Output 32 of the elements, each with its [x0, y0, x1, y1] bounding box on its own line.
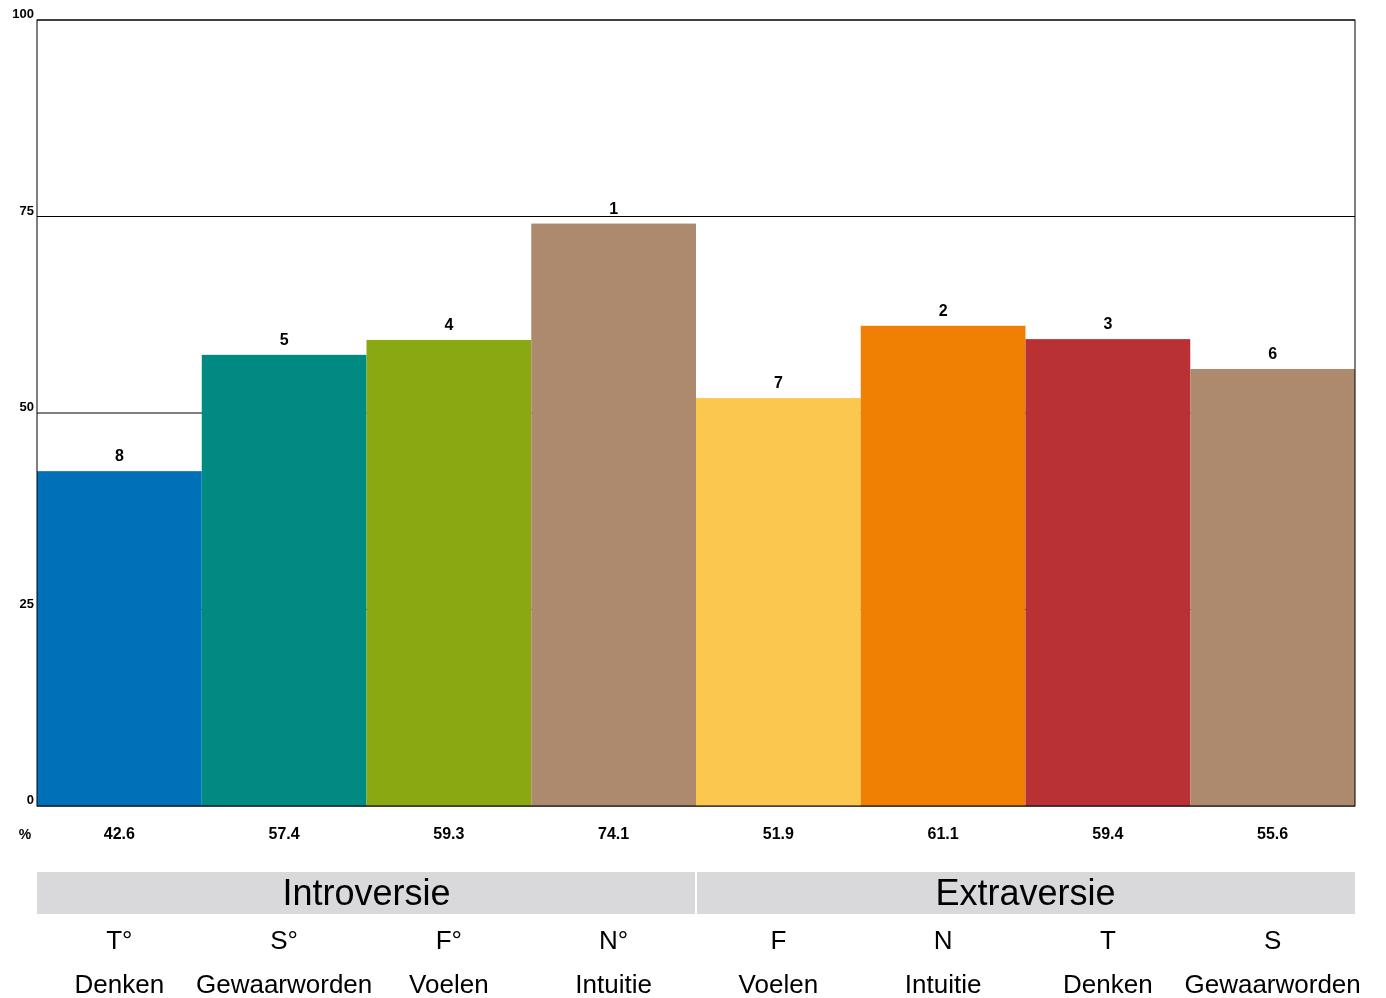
x-tick-label: N Intuitie [904, 925, 982, 998]
annotation: 3 [1103, 315, 1113, 333]
y-tick-label: 100 [12, 6, 34, 21]
text: Extraversie [935, 872, 1116, 913]
annotation: 6 [1268, 344, 1278, 362]
x-tick-label: N° Intuitie [575, 925, 652, 998]
y-tick-label: 0 [26, 792, 34, 807]
data-label: 61.1 [927, 825, 959, 842]
x-tick-label: S° Gewaarworden [195, 925, 373, 998]
data-label: 42.6 [103, 825, 136, 842]
annotation: 7 [773, 374, 783, 392]
annotation: 4 [444, 315, 454, 333]
annotation: 8 [114, 447, 124, 465]
x-tick-label: F Voelen [738, 925, 819, 998]
x-tick-label: T Denken [1063, 925, 1153, 998]
annotation: 5 [279, 330, 289, 348]
data-label: 59.4 [1092, 825, 1124, 842]
x-tick-label: T° Denken [74, 925, 165, 998]
text: Introversie [282, 872, 451, 913]
data-label: 51.9 [762, 825, 795, 842]
data-label: 57.4 [268, 825, 300, 842]
x-tick-label: F° Voelen [409, 925, 489, 998]
annotation: 2 [938, 301, 948, 319]
annotation: 1 [609, 199, 619, 217]
x-tick-label: S Gewaarworden [1184, 925, 1361, 998]
data-label: 59.3 [433, 825, 465, 842]
y-tick-label: 75 [19, 202, 34, 218]
data-label: 55.6 [1257, 825, 1289, 842]
data-label: 74.1 [598, 825, 630, 842]
y-tick-label: 25 [19, 595, 34, 611]
y-tick-label: 50 [19, 399, 34, 414]
y-axis-title: % [18, 826, 32, 842]
